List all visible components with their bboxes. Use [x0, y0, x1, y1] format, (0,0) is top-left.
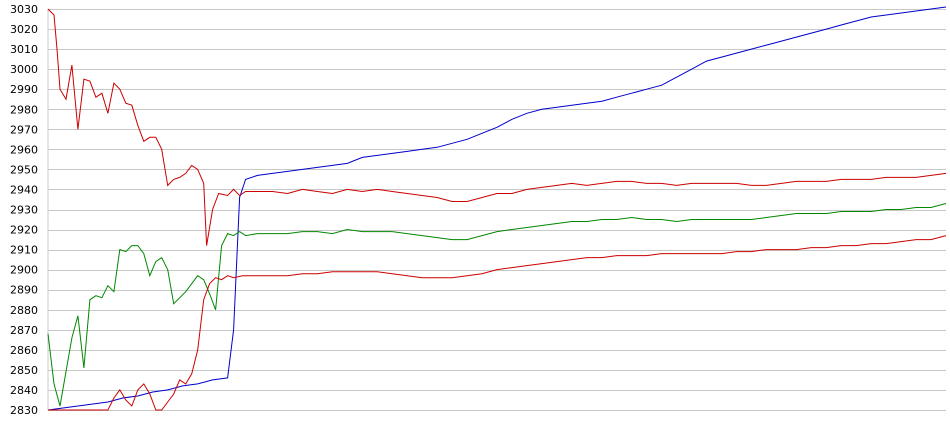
- y-tick-label: 2880: [10, 304, 38, 317]
- series-line-2: [47, 8, 947, 246]
- series-line-1: [47, 6, 947, 411]
- y-tick-label: 3020: [10, 23, 38, 36]
- y-tick-label: 2980: [10, 103, 38, 116]
- y-tick-label: 3010: [10, 43, 38, 56]
- y-tick-label: 2850: [10, 364, 38, 377]
- series-lines: [47, 6, 947, 411]
- y-tick-label: 2890: [10, 284, 38, 297]
- series-line-4: [48, 235, 947, 411]
- gridlines: [47, 9, 946, 411]
- y-tick-label: 2900: [10, 264, 38, 277]
- y-axis-tick-labels: 2830 2840 2850 2860 2870 2880 2890 2900 2910 2920…: [10, 3, 38, 417]
- y-tick-label: 2830: [10, 404, 38, 417]
- y-tick-label: 2860: [10, 344, 38, 357]
- y-tick-label: 2970: [10, 123, 38, 136]
- y-tick-label: 2930: [10, 204, 38, 217]
- y-tick-label: 2920: [10, 224, 38, 237]
- y-tick-label: 2910: [10, 244, 38, 257]
- y-tick-label: 3000: [10, 63, 38, 76]
- y-tick-label: 2950: [10, 163, 38, 176]
- y-tick-label: 2940: [10, 183, 38, 196]
- y-tick-label: 2960: [10, 143, 38, 156]
- y-tick-label: 2870: [10, 324, 38, 337]
- y-tick-label: 2990: [10, 83, 38, 96]
- y-tick-label: 2840: [10, 384, 38, 397]
- series-line-3: [47, 203, 947, 407]
- y-tick-label: 3030: [10, 3, 38, 16]
